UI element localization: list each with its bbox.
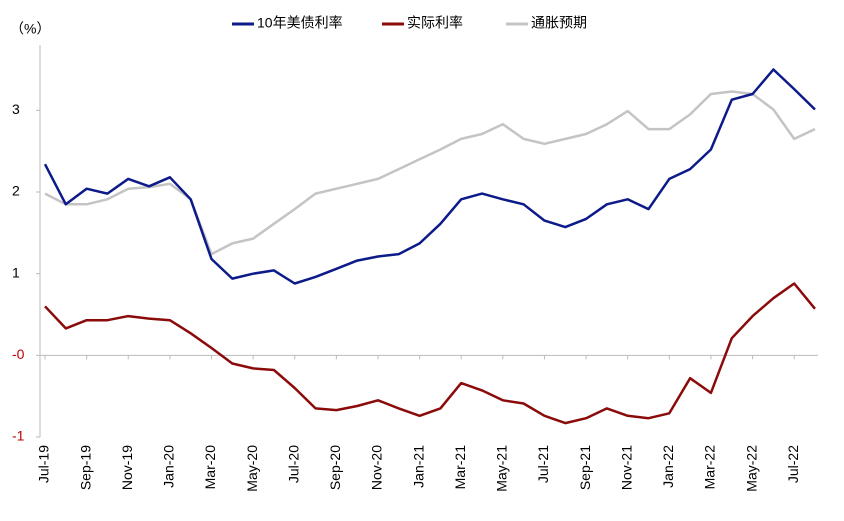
x-tick-label: Nov-20 <box>369 445 385 490</box>
x-tick-label: Jul-22 <box>785 445 801 483</box>
y-unit-label: （%） <box>10 21 50 37</box>
x-tick-label: Jan-22 <box>660 445 676 488</box>
x-tick-label: Sep-20 <box>327 445 343 490</box>
x-tick-label: Mar-22 <box>702 445 718 490</box>
x-tick-label: Sep-21 <box>577 445 593 490</box>
x-tick-label: May-20 <box>244 445 260 492</box>
series-line <box>44 282 816 425</box>
series-line <box>44 90 816 256</box>
x-tick-label: Jul-21 <box>535 445 551 483</box>
x-tick-label: Nov-21 <box>618 445 634 490</box>
x-tick-label: Mar-20 <box>202 445 218 490</box>
x-tick-label: Jul-20 <box>285 445 301 483</box>
y-tick-label: 1 <box>12 264 20 280</box>
legend-label: 通胀预期 <box>531 15 587 31</box>
y-tick-label: 2 <box>12 183 20 199</box>
x-tick-label: Mar-21 <box>452 445 468 490</box>
y-tick-label: 3 <box>12 101 20 117</box>
x-tick-label: Sep-19 <box>77 445 93 490</box>
series-line <box>43 68 816 285</box>
x-tick-label: Jan-21 <box>410 445 426 488</box>
legend-label: 实际利率 <box>407 15 463 31</box>
legend-label: 10年美债利率 <box>257 15 343 31</box>
x-tick-label: Jan-20 <box>161 445 177 488</box>
x-tick-label: Jul-19 <box>36 445 52 483</box>
y-tick-label: -1 <box>12 428 25 444</box>
x-tick-label: May-22 <box>743 445 759 492</box>
x-tick-label: Nov-19 <box>119 445 135 490</box>
x-tick-label: May-21 <box>494 445 510 492</box>
y-tick-label: -0 <box>12 346 25 362</box>
